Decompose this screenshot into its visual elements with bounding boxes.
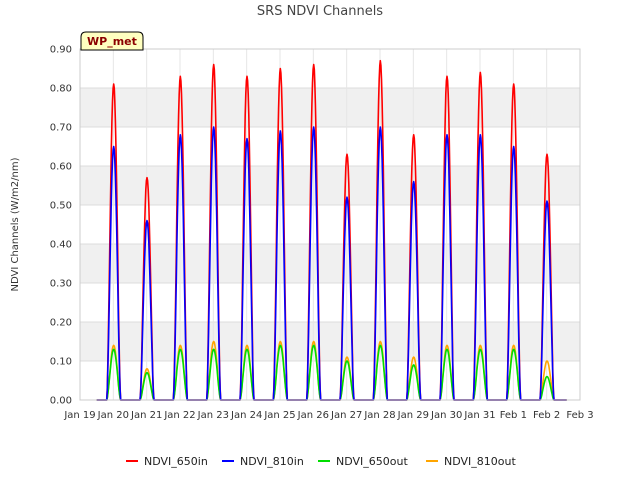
grid-band	[80, 244, 580, 283]
x-tick-label: Jan 21	[130, 410, 162, 421]
grid-bands	[80, 88, 580, 361]
y-tick-label: 0.80	[50, 84, 72, 95]
x-tick-label: Jan 20	[97, 410, 129, 421]
y-tick-label: 0.30	[50, 279, 72, 290]
y-tick-label: 0.90	[50, 45, 72, 56]
x-tick-label: Jan 26	[297, 410, 329, 421]
x-tick-label: Jan 23	[197, 410, 229, 421]
x-tick-label: Jan 31	[463, 410, 495, 421]
grid-band	[80, 88, 580, 127]
x-tick-label: Jan 30	[430, 410, 462, 421]
legend-item-ndvi_810out: NDVI_810out	[426, 455, 516, 468]
site-badge: WP_met	[80, 31, 144, 51]
chart-title: SRS NDVI Channels	[257, 4, 383, 19]
x-tick-labels: Jan 19 Jan 20 Jan 21 Jan 22 Jan 23 Jan 24 Jan …	[63, 410, 593, 421]
legend-item-ndvi_650out: NDVI_650out	[318, 455, 408, 468]
x-tick-label: Feb 2	[533, 410, 560, 421]
x-tick-label: Jan 22	[163, 410, 195, 421]
y-tick-label: 0.60	[50, 162, 72, 173]
grid-band	[80, 322, 580, 361]
legend-item-ndvi_810in: NDVI_810in	[222, 455, 304, 468]
plot-frame	[79, 48, 581, 401]
x-tick-label: Jan 25	[263, 410, 295, 421]
x-tick-label: Jan 19	[63, 410, 95, 421]
legend-item-ndvi_650in: NDVI_650in	[126, 455, 208, 468]
badge-shape	[80, 31, 144, 51]
legend: NDVI_650in NDVI_810in NDVI_650out NDVI_810o…	[126, 455, 516, 468]
y-tick-label: 0.20	[50, 318, 72, 329]
x-tick-label: Feb 1	[500, 410, 527, 421]
y-tick-label: 0.70	[50, 123, 72, 134]
y-tick-label: 0.00	[50, 396, 72, 407]
x-tick-label: Jan 24	[230, 410, 262, 421]
legend-label: NDVI_650out	[336, 455, 408, 468]
badge-text: WP_met	[87, 35, 137, 48]
x-tick-label: Jan 28	[363, 410, 395, 421]
x-tick-label: Feb 3	[566, 410, 593, 421]
y-tick-label: 0.40	[50, 240, 72, 251]
y-tick-label: 0.50	[50, 201, 72, 212]
y-axis-label: NDVI Channels (W/m2/nm)	[10, 157, 21, 291]
grid-band	[80, 166, 580, 205]
y-tick-label: 0.10	[50, 357, 72, 368]
legend-label: NDVI_650in	[144, 455, 208, 468]
y-tick-labels: 0.00 0.10 0.20 0.30 0.40 0.50 0.60 0.70 0.80 0.90	[50, 45, 72, 407]
x-tick-label: Jan 27	[330, 410, 362, 421]
legend-label: NDVI_810out	[444, 455, 516, 468]
x-tick-label: Jan 29	[397, 410, 429, 421]
legend-label: NDVI_810in	[240, 455, 304, 468]
series-lines	[79, 48, 581, 401]
